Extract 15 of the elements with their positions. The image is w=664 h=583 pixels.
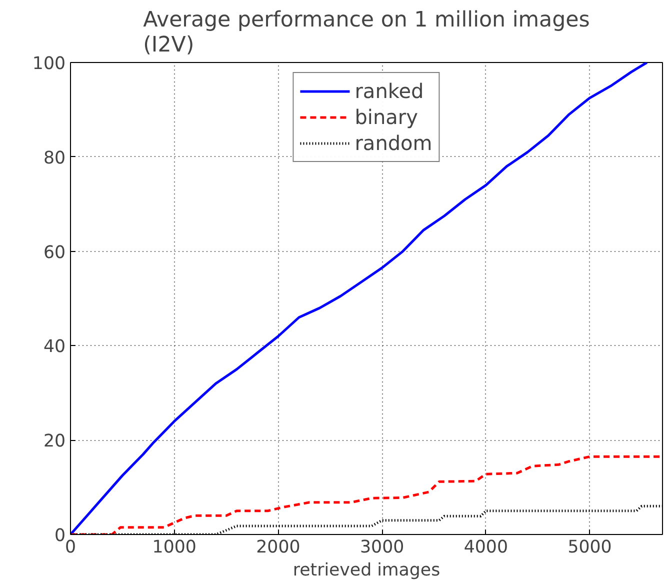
legend-label: random [354, 131, 432, 155]
chart-title: Average performance on 1 million images (I2V) [143, 8, 590, 58]
y-tick-label: 100 [32, 54, 66, 74]
y-tick-label: 60 [43, 242, 66, 263]
y-tick-label: 20 [43, 432, 66, 452]
x-tick-label: 4000 [464, 538, 508, 558]
x-tick-label: 5000 [568, 538, 612, 558]
y-tick-label: 40 [43, 337, 66, 358]
legend-label: binary [354, 105, 418, 129]
x-tick-label: 3000 [360, 538, 404, 558]
x-axis-title: retrieved images [292, 560, 440, 580]
y-tick-label: 80 [43, 148, 66, 168]
x-tick-label: 2000 [256, 538, 300, 558]
x-tick-label: 1000 [152, 538, 196, 558]
legend-label: ranked [354, 79, 424, 103]
